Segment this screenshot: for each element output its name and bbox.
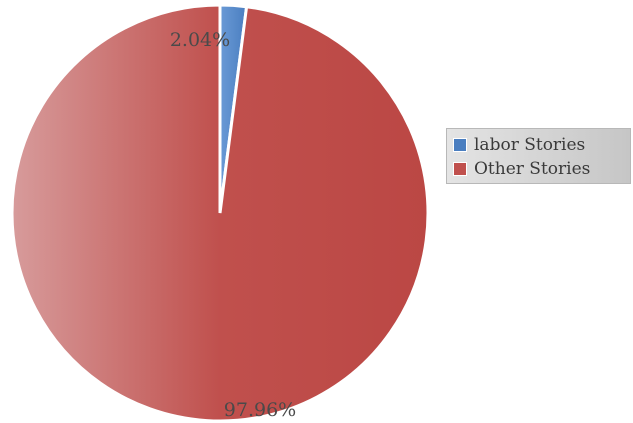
pie-slice-other-stories	[10, 3, 430, 423]
pie-labels: 2.04% 97.96%	[170, 29, 296, 421]
legend-swatch-labor-stories	[453, 138, 467, 152]
legend-swatch-other-stories	[453, 162, 467, 176]
legend-item-labor-stories: labor Stories	[453, 133, 624, 157]
legend-item-other-stories: Other Stories	[453, 157, 624, 181]
legend-label-labor-stories: labor Stories	[474, 135, 586, 155]
slice-label-labor-stories: 2.04%	[170, 29, 230, 51]
slice-label-other-stories: 97.96%	[224, 399, 296, 421]
legend: labor Stories Other Stories	[446, 128, 631, 184]
pie-slices	[10, 3, 430, 423]
legend-label-other-stories: Other Stories	[474, 159, 591, 179]
